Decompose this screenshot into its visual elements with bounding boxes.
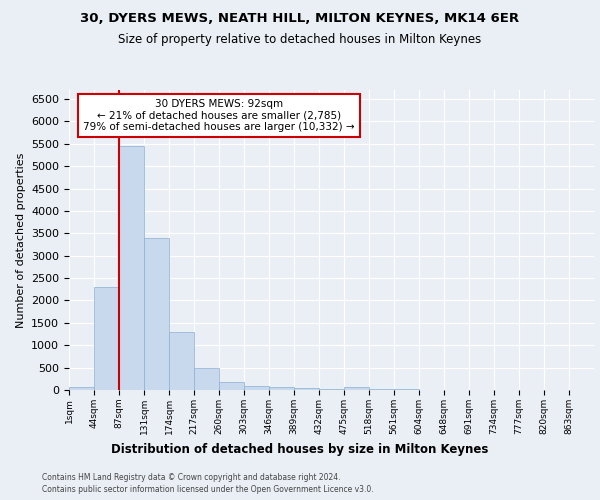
Bar	[269, 387, 294, 390]
Bar	[319, 388, 344, 390]
Bar	[69, 388, 94, 390]
Bar	[244, 386, 269, 390]
Text: Contains public sector information licensed under the Open Government Licence v3: Contains public sector information licen…	[42, 485, 374, 494]
Y-axis label: Number of detached properties: Number of detached properties	[16, 152, 26, 328]
Bar	[194, 368, 219, 390]
Bar	[344, 388, 369, 390]
Bar	[144, 238, 169, 390]
Bar	[119, 146, 144, 390]
Text: Contains HM Land Registry data © Crown copyright and database right 2024.: Contains HM Land Registry data © Crown c…	[42, 472, 341, 482]
Text: Size of property relative to detached houses in Milton Keynes: Size of property relative to detached ho…	[118, 32, 482, 46]
Text: Distribution of detached houses by size in Milton Keynes: Distribution of detached houses by size …	[112, 442, 488, 456]
Text: 30 DYERS MEWS: 92sqm
← 21% of detached houses are smaller (2,785)
79% of semi-de: 30 DYERS MEWS: 92sqm ← 21% of detached h…	[83, 99, 355, 132]
Bar	[369, 389, 394, 390]
Bar	[94, 287, 119, 390]
Text: 30, DYERS MEWS, NEATH HILL, MILTON KEYNES, MK14 6ER: 30, DYERS MEWS, NEATH HILL, MILTON KEYNE…	[80, 12, 520, 26]
Bar	[169, 332, 194, 390]
Bar	[219, 382, 244, 390]
Bar	[294, 388, 319, 390]
